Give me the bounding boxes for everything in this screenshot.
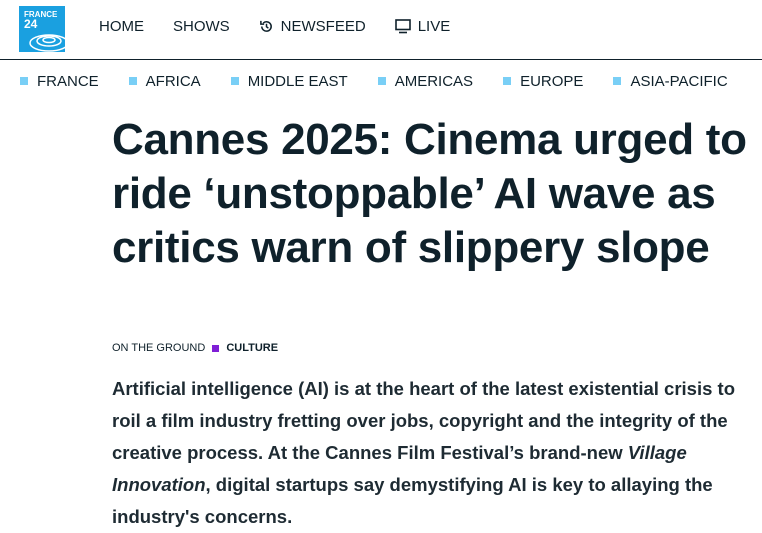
category-marker-icon bbox=[212, 344, 220, 352]
main-nav: HOME SHOWS NEWSFEED LIVE bbox=[99, 18, 450, 35]
square-bullet-icon bbox=[613, 77, 622, 85]
article-lead: Artificial intelligence (AI) is at the h… bbox=[112, 378, 735, 527]
square-bullet-icon bbox=[128, 77, 137, 85]
region-africa[interactable]: AFRICA bbox=[128, 73, 201, 90]
france24-logo[interactable]: FRANCE 24 bbox=[19, 6, 65, 52]
region-asia-pacific[interactable]: ASIA-PACIFIC bbox=[613, 73, 728, 90]
nav-live[interactable]: LIVE bbox=[394, 18, 450, 35]
square-bullet-icon bbox=[503, 77, 512, 85]
nav-newsfeed[interactable]: NEWSFEED bbox=[259, 18, 366, 35]
region-middle-east[interactable]: MIDDLE EAST bbox=[230, 73, 348, 90]
region-americas[interactable]: AMERICAS bbox=[377, 73, 473, 90]
nav-shows[interactable]: SHOWS bbox=[173, 18, 230, 35]
kicker: ON THE GROUND bbox=[112, 342, 206, 354]
nav-home[interactable]: HOME bbox=[99, 18, 144, 35]
article-title: Cannes 2025: Cinema urged to ride ‘unsto… bbox=[112, 115, 747, 272]
square-bullet-icon bbox=[230, 77, 239, 85]
logo-waves-icon bbox=[29, 34, 65, 52]
square-bullet-icon bbox=[377, 77, 386, 85]
history-icon bbox=[259, 20, 272, 32]
article-meta: ON THE GROUND CULTURE bbox=[112, 342, 278, 354]
category-link[interactable]: CULTURE bbox=[226, 342, 279, 354]
regions-nav: FRANCE AFRICA MIDDLE EAST AMERICAS EUROP… bbox=[0, 60, 762, 102]
header: FRANCE 24 HOME SHOWS NEWSFEED LIVE bbox=[0, 0, 762, 60]
square-bullet-icon bbox=[20, 77, 28, 85]
region-france[interactable]: FRANCE bbox=[20, 73, 99, 90]
region-europe[interactable]: EUROPE bbox=[503, 73, 583, 90]
tv-icon bbox=[394, 19, 411, 34]
